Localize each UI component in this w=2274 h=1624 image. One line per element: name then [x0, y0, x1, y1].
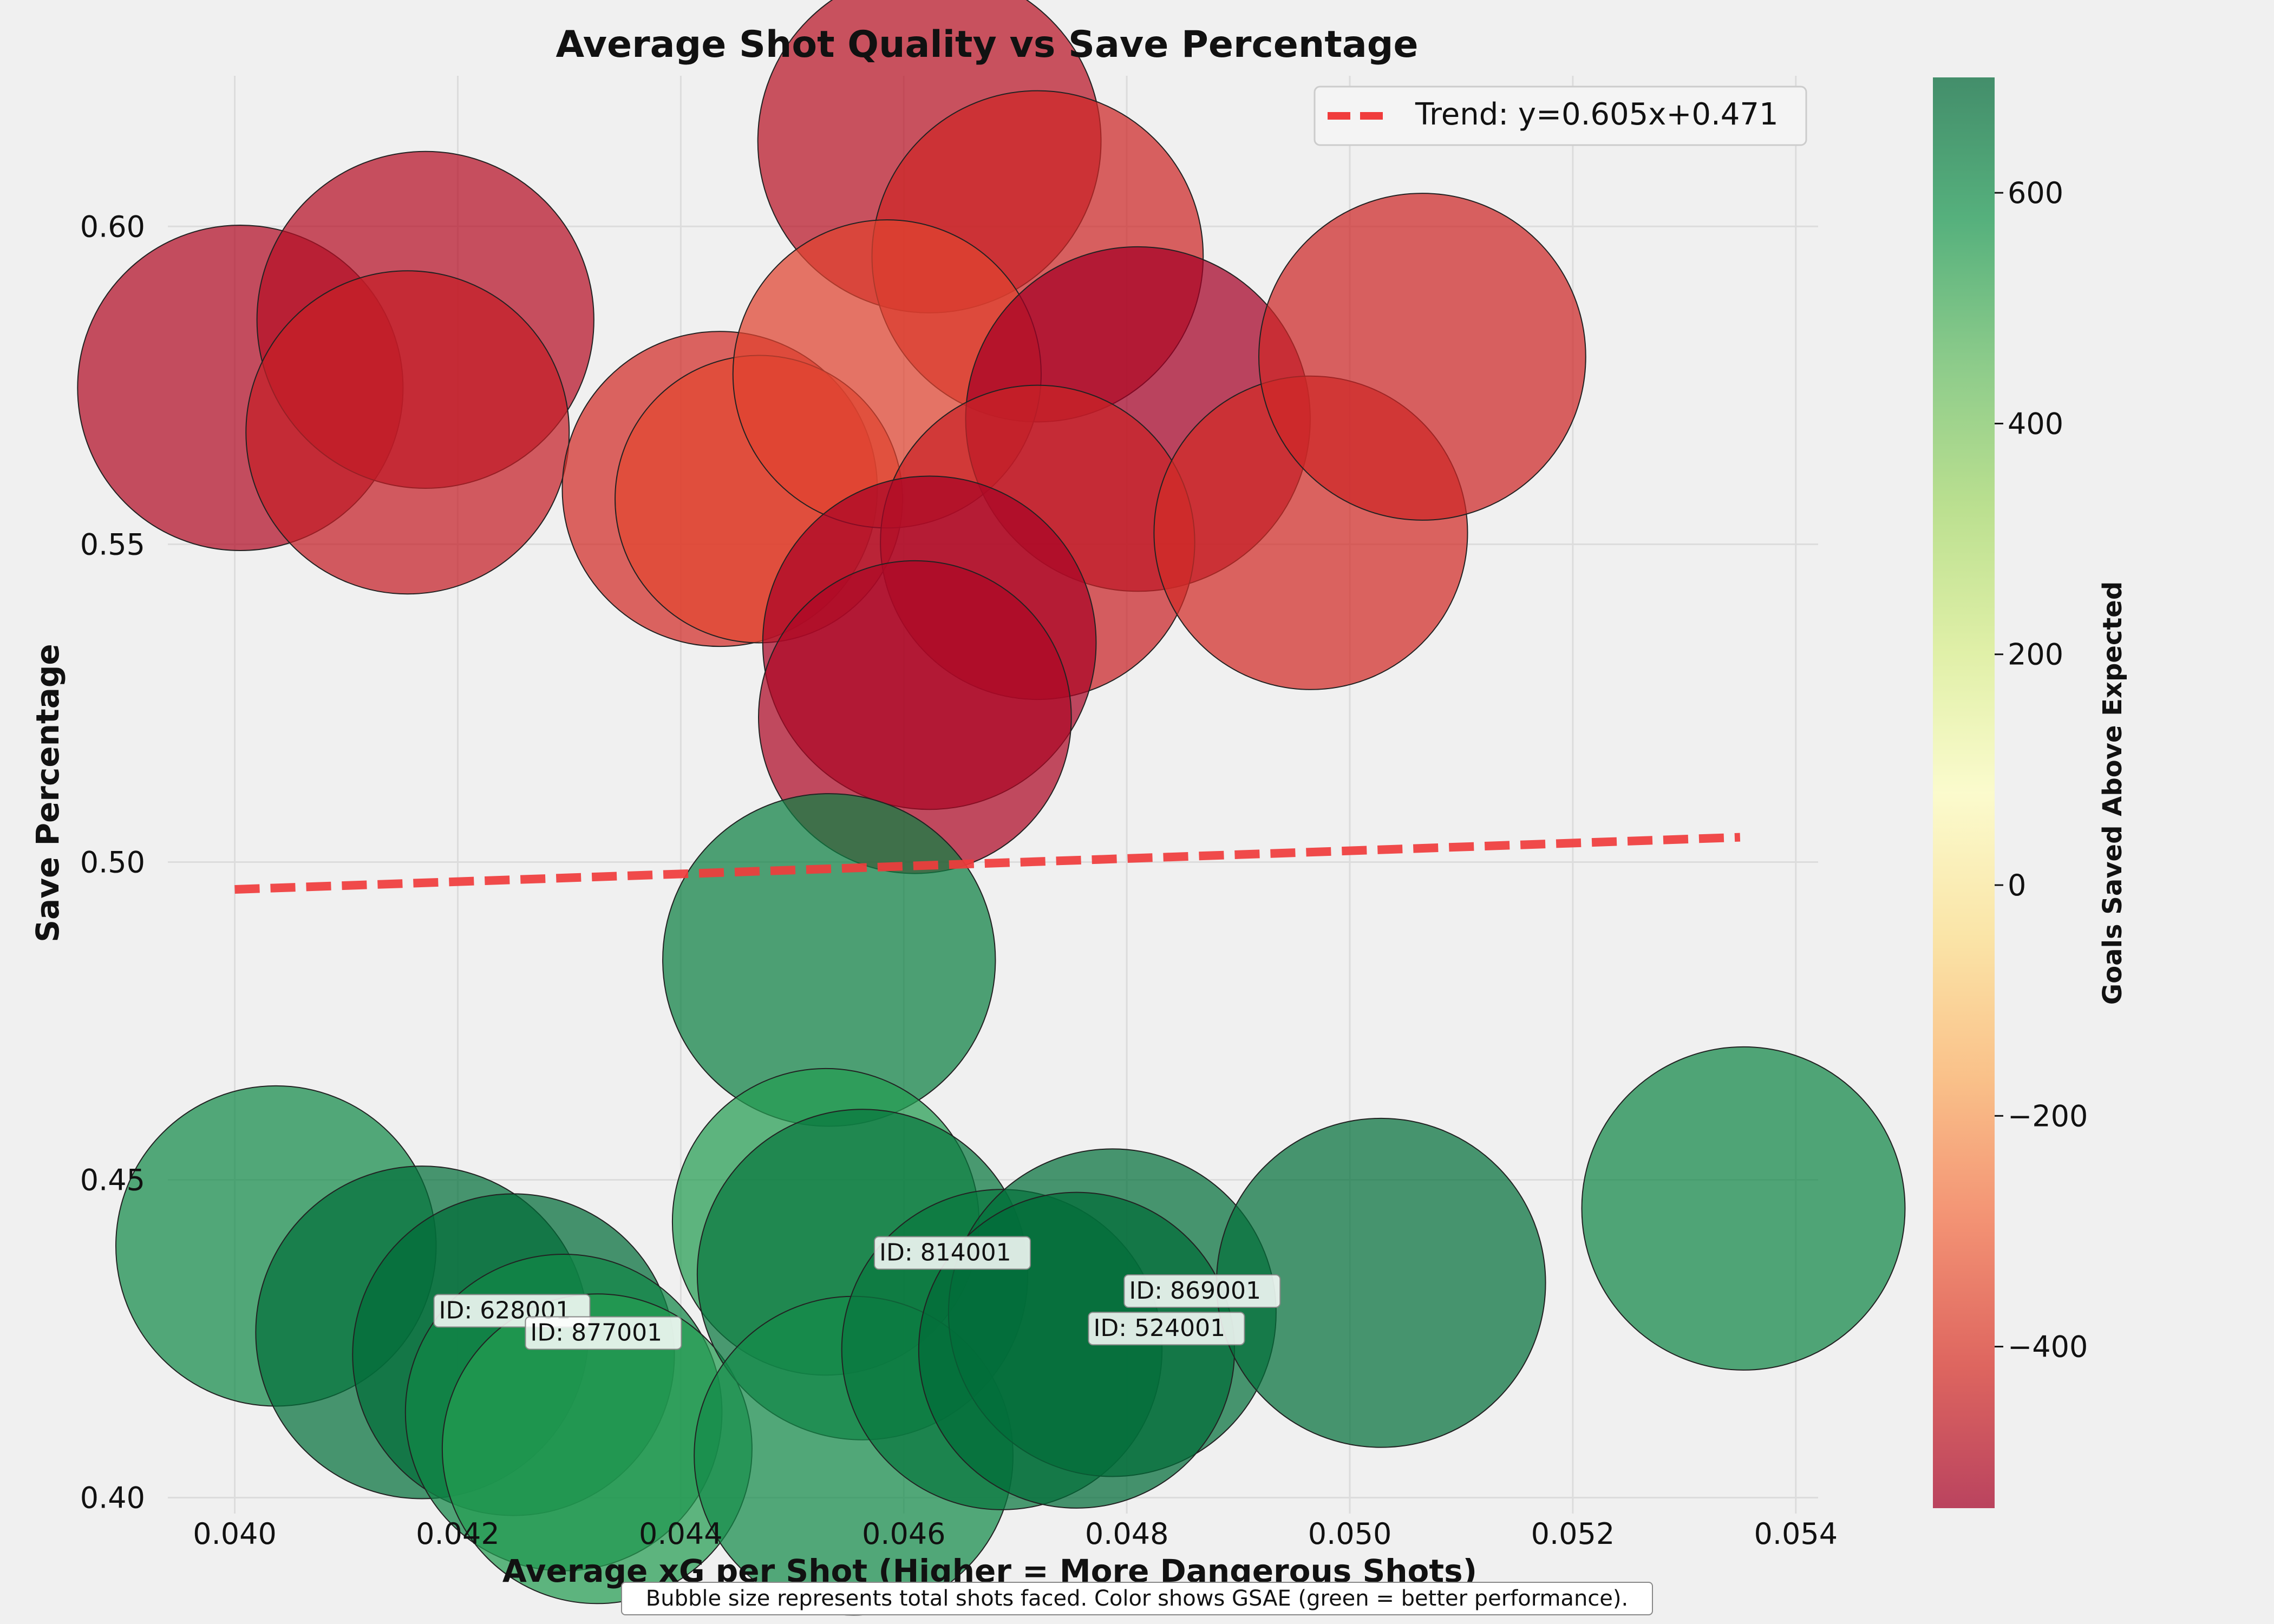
colorbar: 600 400 200 0 −200 −400 Goals Saved Above Exp…: [1933, 77, 2128, 1508]
legend-trend-label: Trend: y=0.605x+0.471: [1415, 97, 1779, 132]
x-tick-label: 0.040: [193, 1517, 277, 1551]
colorbar-ticks: 600 400 200 0 −200 −400: [1995, 176, 2088, 1364]
x-axis-tick-labels: 0.040 0.042 0.044 0.046 0.048 0.050 0.052 0.054: [193, 1517, 1838, 1551]
x-tick-label: 0.046: [862, 1517, 946, 1551]
bubble-series: [77, 0, 1906, 1616]
colorbar-tick-label: 200: [2008, 638, 2063, 672]
bubble-id-label: ID: 877001: [530, 1319, 662, 1346]
legend: Trend: y=0.605x+0.471: [1314, 86, 1807, 146]
bubble-id-label: ID: 869001: [1129, 1277, 1261, 1305]
y-tick-label: 0.55: [80, 527, 145, 561]
colorbar-tick-label: 0: [2008, 868, 2026, 902]
bubble: [1581, 1046, 1906, 1371]
colorbar-tick-label: −200: [2008, 1099, 2088, 1133]
bubble-label-box: [1123, 1274, 1281, 1308]
y-axis-tick-labels: 0.40 0.45 0.50 0.55 0.60: [80, 209, 145, 1515]
y-tick-label: 0.40: [80, 1481, 145, 1515]
x-tick-label: 0.048: [1085, 1517, 1169, 1551]
bubble: [1258, 193, 1586, 521]
y-tick-label: 0.60: [80, 209, 145, 244]
bubble: [245, 270, 570, 595]
colorbar-gradient: [1933, 77, 1995, 1508]
x-tick-label: 0.042: [416, 1517, 500, 1551]
trend-line-group: [234, 833, 1741, 894]
trend-line: [234, 833, 1741, 894]
y-tick-label: 0.50: [80, 845, 145, 879]
x-tick-label: 0.052: [1531, 1517, 1615, 1551]
bubble-label-box: [1088, 1312, 1245, 1346]
colorbar-tick-label: 400: [2008, 407, 2063, 441]
bubble-id-label: ID: 524001: [1093, 1314, 1225, 1342]
chart-caption: Bubble size represents total shots faced…: [621, 1582, 1653, 1615]
legend-box: [1314, 86, 1807, 146]
y-axis-label: Save Percentage: [29, 644, 66, 942]
bubble-label-box: [525, 1316, 682, 1350]
x-tick-label: 0.054: [1754, 1517, 1838, 1551]
colorbar-tick-label: −400: [2008, 1330, 2088, 1364]
x-tick-label: 0.044: [639, 1517, 723, 1551]
chart-title: Average Shot Quality vs Save Percentage: [556, 23, 1418, 66]
bubble-label-box: [874, 1236, 1031, 1270]
colorbar-label: Goals Saved Above Expected: [2097, 581, 2128, 1005]
x-tick-label: 0.050: [1308, 1517, 1392, 1551]
y-tick-label: 0.45: [80, 1163, 145, 1197]
bubble-id-label: ID: 814001: [879, 1239, 1011, 1267]
colorbar-tick-label: 600: [2008, 176, 2063, 210]
